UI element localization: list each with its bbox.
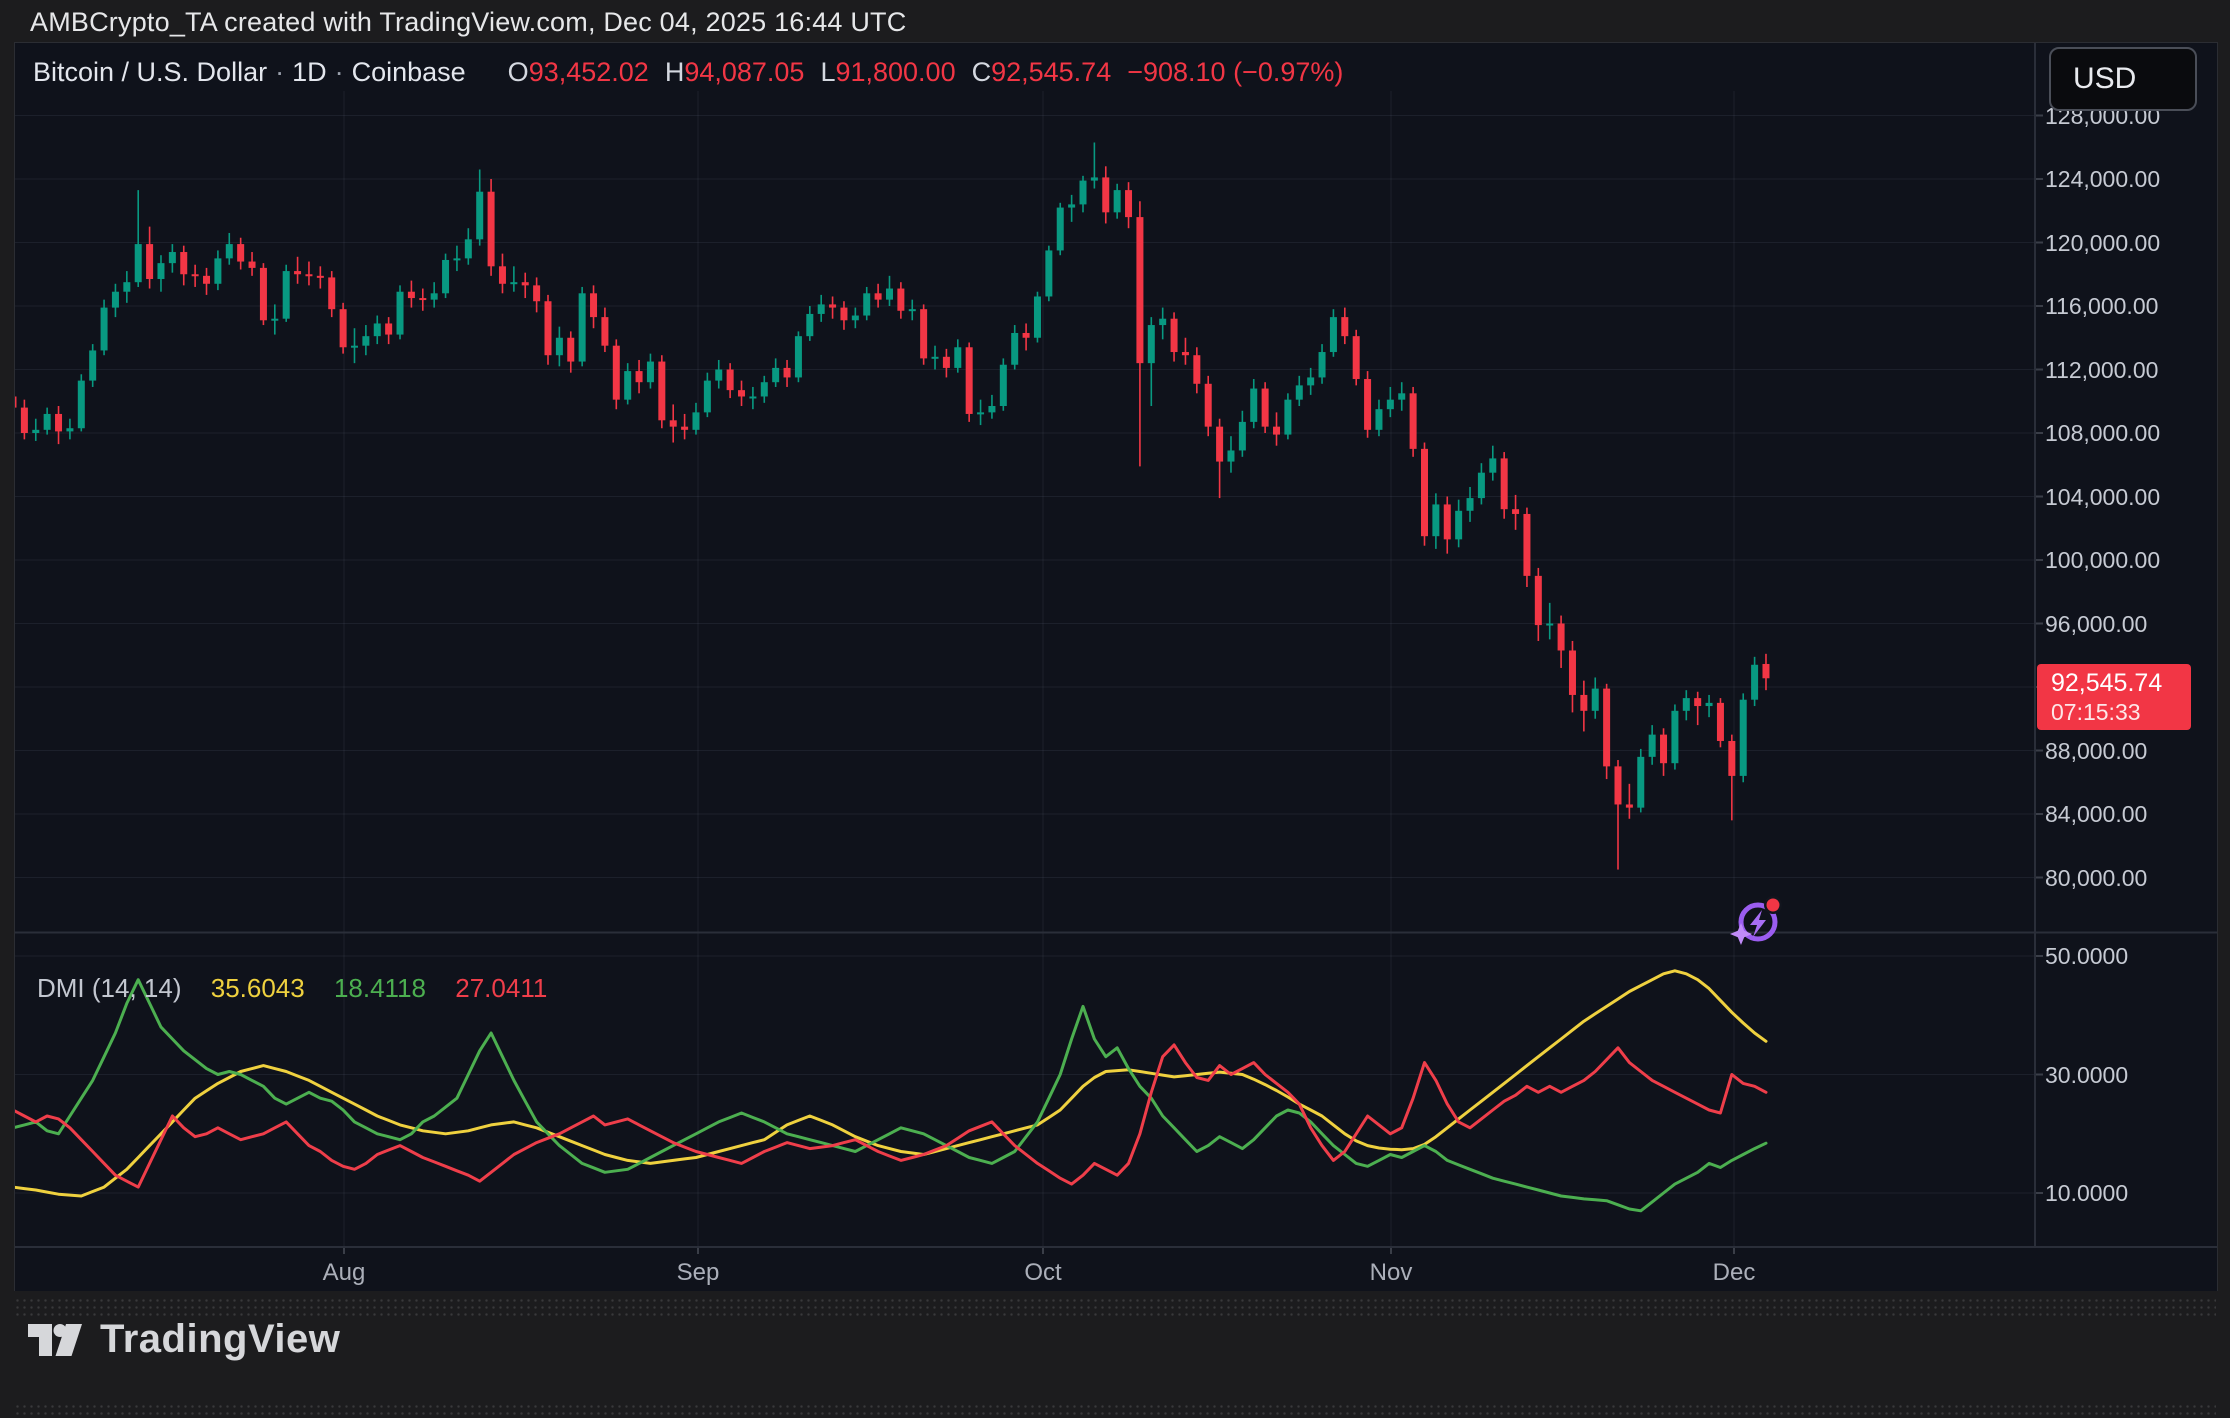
- timeframe-label[interactable]: 1D: [292, 57, 327, 87]
- axis-tick-label: 120,000.00: [2045, 229, 2161, 256]
- low-value: 91,800.00: [835, 57, 956, 87]
- dmi-line-plusDI: [15, 978, 1768, 1213]
- axis-tick-label: 100,000.00: [2045, 547, 2161, 573]
- attribution-bar: AMBCrypto_TA created with TradingView.co…: [0, 0, 2230, 42]
- month-label-oct: Oct: [1024, 1259, 1062, 1286]
- tradingview-wordmark: TradingView: [100, 1317, 341, 1361]
- symbol-title[interactable]: Bitcoin / U.S. Dollar: [33, 57, 268, 87]
- axis-tick-label: 84,000.00: [2045, 801, 2148, 827]
- month-label-dec: Dec: [1712, 1259, 1756, 1286]
- texture-dots: [14, 1403, 2216, 1415]
- close-value: 92,545.74: [991, 57, 1112, 87]
- axis-tick-label: 124,000.00: [2045, 166, 2161, 192]
- axis-tick-label: 88,000.00: [2045, 737, 2148, 764]
- candlestick-chart[interactable]: [15, 43, 2217, 1291]
- sparkle-icon: [1730, 923, 1752, 945]
- dmi-line-minusDI: [15, 1043, 1768, 1189]
- dmi-indicator-legend[interactable]: DMI (14, 14) 35.6043 18.4118 27.0411: [37, 973, 547, 1004]
- axis-tick-label: 116,000.00: [2045, 293, 2159, 319]
- minus-di-value: 27.0411: [455, 973, 548, 1003]
- open-value: 93,452.02: [528, 57, 649, 87]
- axis-tick-label: 104,000.00: [2045, 483, 2161, 510]
- footer-bar: TradingView: [0, 1291, 2230, 1418]
- axis-tick-label: 10.0000: [2045, 1180, 2129, 1206]
- high-value: 94,087.05: [684, 57, 805, 87]
- axis-tick-label: 30.0000: [2045, 1061, 2129, 1088]
- notification-dot: [1766, 898, 1780, 912]
- month-label-sep: Sep: [676, 1259, 720, 1286]
- tradingview-mark-icon: [28, 1323, 82, 1356]
- ohlc-values: O93,452.02 H94,087.05 L91,800.00 C92,545.74: [507, 57, 1112, 87]
- bar-countdown: 07:15:33: [2051, 699, 2141, 725]
- lightning-bolt-icon: [1750, 910, 1766, 937]
- symbol-header: Bitcoin / U.S. Dollar · 1D · Coinbase O93,452…: [33, 57, 1344, 87]
- texture-dots: [14, 1297, 2216, 1317]
- axis-tick-label: 96,000.00: [2045, 610, 2148, 637]
- last-price-tag: 92,545.74 07:15:33: [2037, 664, 2191, 730]
- attribution-text: AMBCrypto_TA created with TradingView.co…: [30, 7, 907, 37]
- tradingview-logo[interactable]: TradingView: [26, 1317, 340, 1362]
- adx-value: 35.6043: [210, 973, 305, 1003]
- axis-tick-label: 112,000.00: [2045, 356, 2159, 383]
- plus-di-value: 18.4118: [333, 973, 427, 1003]
- axis-tick-label: 50.0000: [2045, 943, 2129, 969]
- chart-panel[interactable]: Bitcoin / U.S. Dollar · 1D · Coinbase O93,452…: [14, 42, 2218, 1292]
- dmi-line-ADX: [15, 969, 1768, 1198]
- month-label-nov: Nov: [1369, 1259, 1413, 1286]
- month-label-aug: Aug: [322, 1259, 366, 1286]
- axis-tick-label: 80,000.00: [2045, 864, 2148, 891]
- last-price-value: 92,545.74: [2051, 669, 2163, 697]
- change-value: −908.10 (−0.97%): [1127, 57, 1344, 87]
- exchange-label[interactable]: Coinbase: [351, 57, 466, 87]
- currency-toggle-button[interactable]: USD: [2049, 47, 2197, 111]
- ai-assistant-icon[interactable]: [1727, 891, 1787, 951]
- axis-tick-label: 108,000.00: [2045, 420, 2161, 446]
- dmi-title[interactable]: DMI (14, 14): [37, 973, 182, 1003]
